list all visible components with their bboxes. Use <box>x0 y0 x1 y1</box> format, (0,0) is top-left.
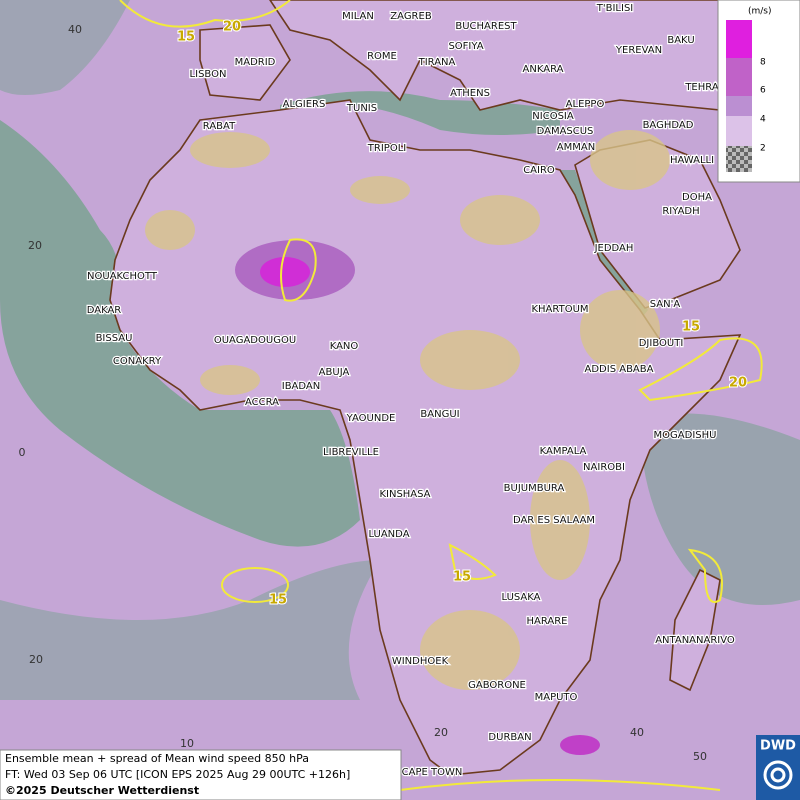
contour-label: 15 <box>682 320 700 335</box>
legend-level: 6 <box>760 86 766 96</box>
city-label: LIBREVILLE <box>323 447 379 458</box>
city-label: HARARE <box>526 616 567 627</box>
city-label: NICOSIA <box>532 111 574 122</box>
city-label: NAIROBI <box>583 462 625 473</box>
city-label: JEDDAH <box>594 243 634 254</box>
city-label: ALEPPO <box>566 99 605 110</box>
city-label: DAMASCUS <box>537 126 594 137</box>
grid-label: 20 <box>29 653 43 666</box>
isotachs <box>119 0 763 791</box>
city-label: CAPE TOWN <box>402 767 463 778</box>
grid-label: 40 <box>68 23 82 36</box>
sea-areas <box>0 0 800 700</box>
city-label: AMMAN <box>557 142 595 153</box>
legend-level: 8 <box>760 58 766 68</box>
caption-line: ©2025 Deutscher Wetterdienst <box>5 784 199 797</box>
city-label: T'BILISI <box>596 3 633 14</box>
city-label: BUJUMBURA <box>504 483 565 494</box>
city-label: ANTANANARIVO <box>655 635 735 646</box>
legend-unit: (m/s) <box>748 7 772 17</box>
grid-label: 20 <box>28 239 42 252</box>
city-label: BUCHAREST <box>455 21 517 32</box>
city-label: KHARTOUM <box>531 304 588 315</box>
city-label: YAOUNDE <box>346 413 396 424</box>
city-label: ABUJA <box>319 367 350 378</box>
city-label: TEHRA <box>684 82 718 93</box>
city-label: TRIPOLI <box>367 143 406 154</box>
city-label: OUAGADOUGOU <box>214 335 296 346</box>
city-label: ATHENS <box>450 88 490 99</box>
caption-line: FT: Wed 03 Sep 06 UTC [ICON EPS 2025 Aug… <box>5 768 350 781</box>
city-label: NOUAKCHOTT <box>87 271 158 282</box>
city-label: RABAT <box>203 121 236 132</box>
grid-label: 10 <box>180 737 194 750</box>
city-label: BANGUI <box>420 409 459 420</box>
city-label: KAMPALA <box>540 446 587 457</box>
city-label: CAIRO <box>523 165 555 176</box>
logo-text: DWD <box>760 739 796 754</box>
city-label: ZAGREB <box>390 11 432 22</box>
contour-label: 20 <box>729 376 747 391</box>
city-label: ACCRA <box>245 397 279 408</box>
city-label: TUNIS <box>346 103 377 114</box>
city-label: SOFIYA <box>448 41 483 52</box>
city-label: MOGADISHU <box>654 430 717 441</box>
caption-line: Ensemble mean + spread of Mean wind spee… <box>5 752 309 765</box>
city-label: YEREVAN <box>615 45 662 56</box>
city-label: DJIBOUTI <box>639 338 684 349</box>
city-label: IBADAN <box>282 381 321 392</box>
city-label: MAPUTO <box>535 692 578 703</box>
city-label: BAKU <box>667 35 694 46</box>
caption: Ensemble mean + spread of Mean wind spee… <box>0 749 402 800</box>
contour-label: 20 <box>223 20 241 35</box>
city-label: KINSHASA <box>379 489 430 500</box>
grid-label: 50 <box>693 750 707 763</box>
city-label: TIRANA <box>418 57 456 68</box>
city-label: GABORONE <box>468 680 526 691</box>
contour-label: 15 <box>453 570 471 585</box>
city-label: LUANDA <box>368 529 409 540</box>
terrain <box>145 130 670 690</box>
high-spread <box>235 240 600 755</box>
city-label: ADDIS ABABA <box>585 364 654 375</box>
city-label: DOHA <box>682 192 712 203</box>
city-label: ANKARA <box>523 64 564 75</box>
grid-label: 40 <box>630 726 644 739</box>
city-label: DAKAR <box>87 305 122 316</box>
city-label: HAWALLI <box>670 155 714 166</box>
city-label: SAN'A <box>650 299 681 310</box>
contour-label: 15 <box>177 30 195 45</box>
legend: (m/s) 8 6 4 2 <box>717 0 800 183</box>
city-label: MADRID <box>235 57 276 68</box>
city-label: BISSAU <box>96 333 133 344</box>
city-label: RIYADH <box>662 206 699 217</box>
city-label: BAGHDAD <box>643 120 694 131</box>
city-label: ROME <box>367 51 397 62</box>
city-label: DAR ES SALAAM <box>513 515 595 526</box>
city-label: WINDHOEK <box>392 656 449 667</box>
logo: DWD <box>756 735 800 800</box>
city-label: KANO <box>330 341 359 352</box>
city-label: MILAN <box>342 11 374 22</box>
grid-label: 20 <box>434 726 448 739</box>
legend-level: 2 <box>760 144 766 154</box>
grid-label: 0 <box>19 446 26 459</box>
city-label: LUSAKA <box>502 592 541 603</box>
contour-label: 15 <box>269 593 287 608</box>
city-label: LISBON <box>190 69 227 80</box>
city-label: ALGIERS <box>283 99 326 110</box>
city-label: CONAKRY <box>113 356 162 367</box>
city-label: DURBAN <box>488 732 531 743</box>
legend-level: 4 <box>760 115 766 125</box>
